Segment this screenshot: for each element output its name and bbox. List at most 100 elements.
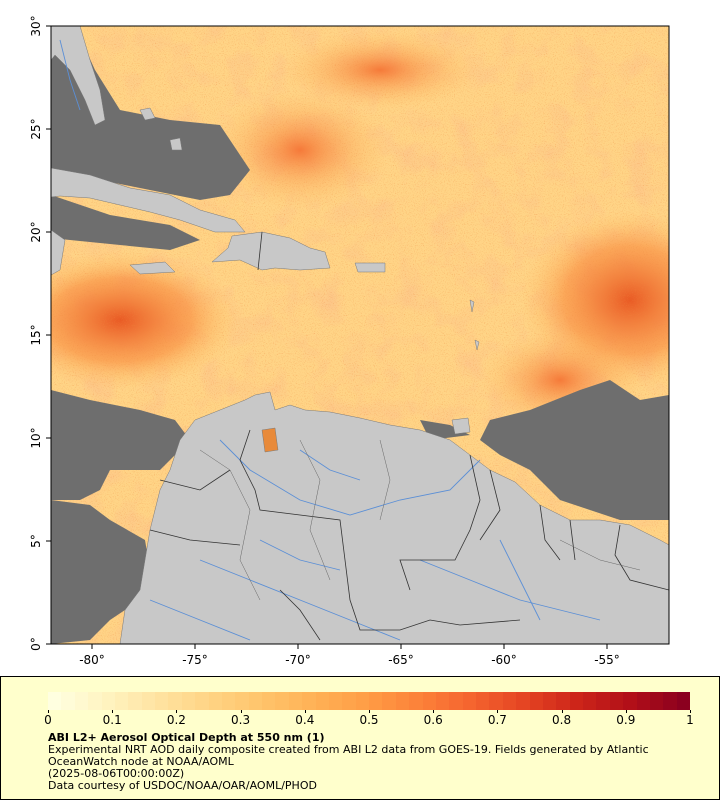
colorbar-segment (88, 692, 102, 710)
colorbar-segment (623, 692, 637, 710)
colorbar-segment (302, 692, 316, 710)
colorbar-segment (74, 692, 89, 710)
legend-text: ABI L2+ Aerosol Optical Depth at 550 nm … (48, 732, 708, 792)
colorbar-tickmark (240, 710, 242, 713)
legend-title: ABI L2+ Aerosol Optical Depth at 550 nm … (48, 731, 325, 744)
lon-label-55: -55° (594, 653, 620, 667)
colorbar-tick-label: 0.9 (616, 713, 636, 727)
lat-label-15: 15° (29, 324, 43, 345)
lat-label-20: 20° (29, 221, 43, 242)
lat-label-30: 30° (29, 15, 43, 36)
south-america-landmass (119, 391, 669, 644)
colorbar-segment (409, 692, 423, 710)
florida-landmass (51, 26, 106, 126)
colorbar-tickmark (561, 710, 563, 713)
colorbar-tickmark (304, 710, 306, 713)
rivers (59, 39, 601, 641)
colorbar-tick-label: 0.6 (423, 713, 443, 727)
colorbar-segment (489, 692, 503, 710)
colorbar-segment (48, 692, 62, 710)
colorbar-tick-label: 0.2 (166, 713, 186, 727)
colorbar-segment (542, 692, 557, 710)
lon-label-65: -65° (388, 653, 414, 667)
colorbar (48, 692, 690, 710)
colorbar-segment (315, 692, 329, 710)
colorbar-segment (101, 692, 115, 710)
colorbar-segment (529, 692, 543, 710)
colorbar-segment (502, 692, 517, 710)
colorbar-segment (114, 692, 129, 710)
latitude-axis (46, 25, 51, 645)
colorbar-segment (569, 692, 583, 710)
colorbar-tickmark (48, 710, 49, 713)
colorbar-segment (663, 692, 677, 710)
colorbar-tick-label: 0.7 (487, 713, 507, 727)
lat-label-10: 10° (29, 427, 43, 448)
colorbar-segment (181, 692, 196, 710)
colorbar-segment (676, 692, 690, 710)
colorbar-segment (262, 692, 276, 710)
longitude-axis (91, 644, 608, 649)
colorbar-tickmark (112, 710, 114, 713)
colorbar-segment (128, 692, 142, 710)
aod-map: 30° 25° 20° 15° 10° 5° 0° -80° -75° -70°… (29, 15, 670, 667)
colorbar-tick-label: 0.4 (295, 713, 315, 727)
colorbar-tick-label: 0.3 (231, 713, 251, 727)
lon-label-60: -60° (491, 653, 517, 667)
colorbar-segment (288, 692, 303, 710)
colorbar-segment (355, 692, 369, 710)
hispaniola-landmass (211, 231, 331, 271)
colorbar-segment (609, 692, 624, 710)
cuba-landmass (51, 167, 246, 233)
colorbar-segment (395, 692, 410, 710)
legend-timestamp: (2025-08-06T00:00:00Z) (48, 767, 185, 780)
no-data-regions (51, 26, 669, 644)
legend-description: Experimental NRT AOD daily composite cre… (48, 743, 649, 768)
colorbar-segment (449, 692, 463, 710)
colorbar-tickmark (497, 710, 499, 713)
country-borders (149, 231, 669, 641)
colorbar-tickmark (625, 710, 627, 713)
colorbar-segment (462, 692, 476, 710)
land-masses (51, 26, 669, 644)
colorbar-segment (141, 692, 155, 710)
colorbar-segment (649, 692, 664, 710)
colorbar-segment (476, 692, 490, 710)
colorbar-tickmark (369, 710, 370, 713)
colorbar-tick-label: 1 (686, 713, 694, 727)
colorbar-segment (636, 692, 650, 710)
lat-label-0: 0° (29, 637, 43, 651)
colorbar-segment (382, 692, 396, 710)
lat-label-25: 25° (29, 118, 43, 139)
colorbar-segment (435, 692, 450, 710)
colorbar-tick-label: 0.1 (102, 713, 122, 727)
colorbar-segment (369, 692, 383, 710)
colorbar-segment (221, 692, 236, 710)
lon-label-75: -75° (182, 653, 208, 667)
lon-label-80: -80° (79, 653, 105, 667)
colorbar-segment (248, 692, 262, 710)
colorbar-tickmark (690, 710, 691, 713)
colorbar-segment (516, 692, 530, 710)
colorbar-segment (328, 692, 343, 710)
legend-panel: 0 0.1 0.2 0.3 0.4 0.5 0.6 0.7 0.8 0.9 1 ABI L2+ Ae… (0, 676, 720, 800)
colorbar-segment (556, 692, 570, 710)
colorbar-tickmark (433, 710, 435, 713)
colorbar-segment (168, 692, 182, 710)
colorbar-tick-label: 0.8 (552, 713, 572, 727)
colorbar-segment (596, 692, 610, 710)
legend-credit: Data courtesy of USDOC/NOAA/OAR/AOML/PHO… (48, 779, 317, 792)
colorbar-segment (275, 692, 289, 710)
colorbar-segment (422, 692, 436, 710)
colorbar-tickmark (176, 710, 178, 713)
lon-label-70: -70° (285, 653, 311, 667)
colorbar-tick-label: 0 (44, 713, 52, 727)
colorbar-segment (208, 692, 222, 710)
colorbar-tick-label: 0.5 (359, 713, 379, 727)
colorbar-segment (61, 692, 75, 710)
colorbar-segment (195, 692, 209, 710)
colorbar-segment (583, 692, 597, 710)
colorbar-segment (235, 692, 249, 710)
colorbar-segment (342, 692, 356, 710)
lat-label-5: 5° (29, 534, 43, 548)
